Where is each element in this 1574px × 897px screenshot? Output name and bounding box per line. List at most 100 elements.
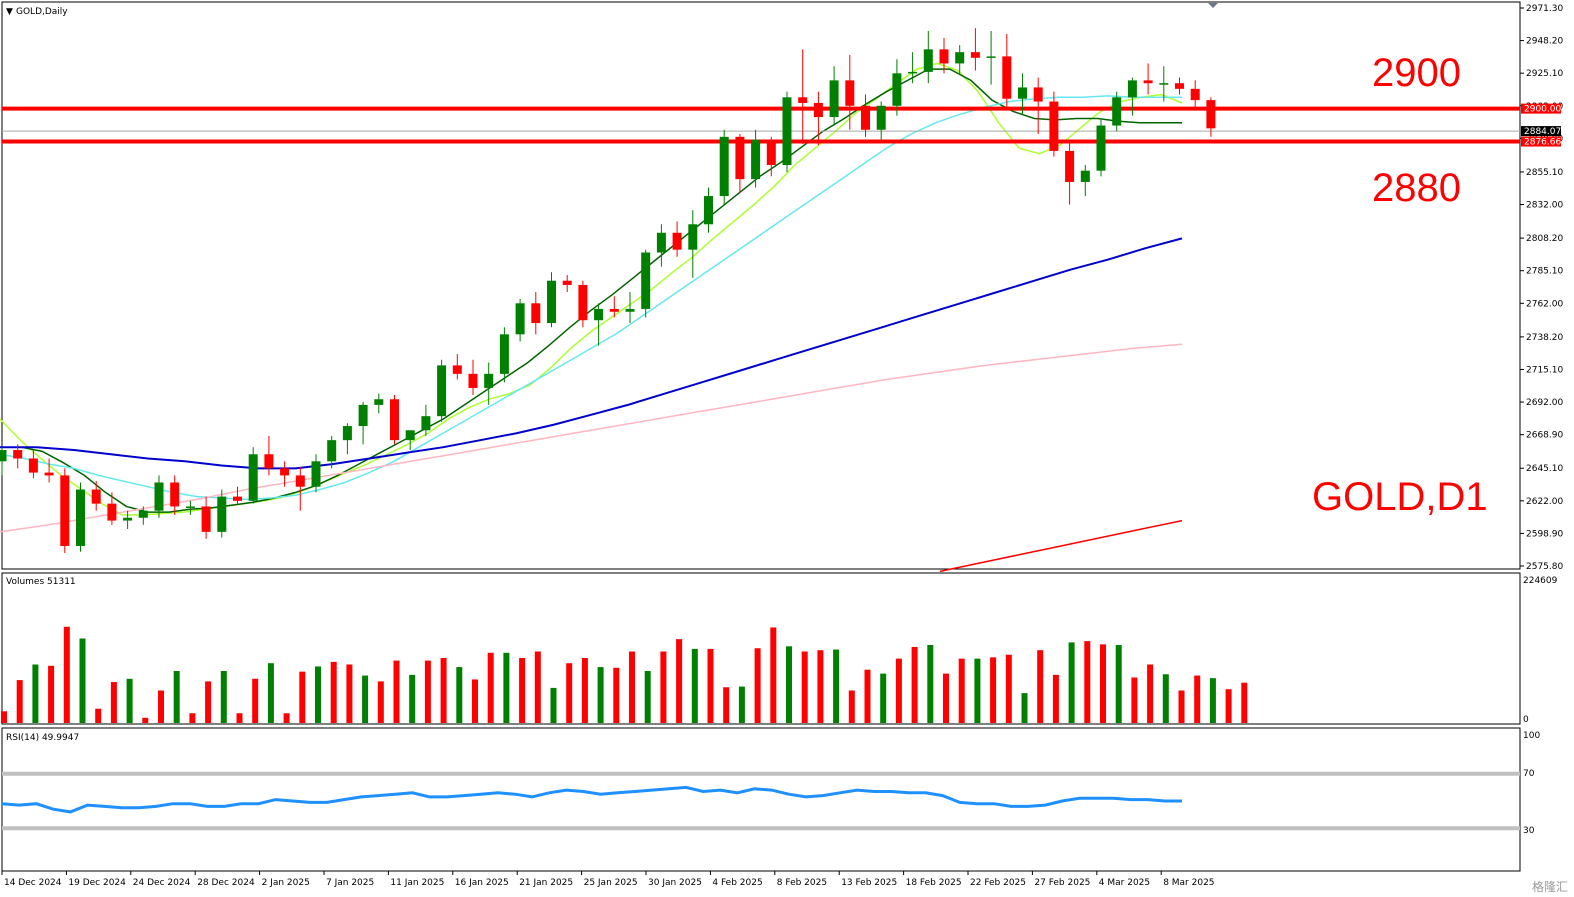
chart-shift-marker-icon[interactable]	[1208, 3, 1218, 8]
volume-bar	[424, 660, 431, 723]
time-axis-label: 21 Jan 2025	[519, 878, 573, 888]
volume-bar	[1241, 682, 1248, 723]
time-axis-label: 25 Jan 2025	[584, 878, 638, 888]
candle-body	[939, 49, 949, 64]
candle-body	[468, 373, 478, 388]
candle-body	[609, 308, 619, 312]
candle-body	[342, 426, 352, 441]
candle-body	[641, 252, 651, 309]
volume-bar	[1100, 644, 1106, 723]
volume-bar	[1209, 678, 1216, 723]
candle-body	[782, 97, 792, 166]
volume-bar	[95, 708, 102, 723]
volume-bar	[362, 675, 369, 723]
rsi-title: RSI(14) 49.9947	[6, 733, 79, 743]
volume-bar	[597, 667, 604, 723]
candle-body	[28, 458, 38, 473]
candle-body	[861, 105, 870, 130]
volume-bar	[566, 663, 573, 723]
time-axis-label: 18 Feb 2025	[906, 878, 962, 888]
volume-bar	[110, 682, 117, 723]
candle-body	[1206, 100, 1216, 129]
candle-body	[138, 510, 148, 518]
candle-body	[264, 454, 274, 469]
time-axis-label: 22 Feb 2025	[970, 878, 1026, 888]
level-annotation-lower: 2880	[1372, 166, 1461, 210]
price-tag	[1521, 126, 1561, 137]
volume-bar	[660, 651, 667, 723]
candle-body	[986, 56, 996, 58]
volume-bar	[974, 658, 981, 723]
volume-bar	[534, 651, 541, 723]
candle-body	[76, 489, 85, 546]
candle-body	[1159, 83, 1169, 85]
volume-bar	[817, 650, 824, 723]
time-axis-label: 8 Mar 2025	[1163, 878, 1214, 888]
candle-body	[845, 80, 855, 106]
volume-bar	[503, 652, 510, 723]
moving-average-line	[0, 343, 1183, 533]
volume-bar	[691, 648, 698, 723]
candle-body	[452, 365, 462, 374]
price-axis-label: 2598.90	[1526, 529, 1563, 539]
volume-bar	[1021, 693, 1028, 723]
volume-bar	[911, 646, 918, 723]
candle-body	[704, 196, 713, 225]
time-axis-label: 24 Dec 2024	[133, 878, 191, 888]
volume-bar	[1178, 690, 1185, 723]
time-axis-label: 27 Feb 2025	[1034, 878, 1090, 888]
volumes-panel[interactable]	[1, 572, 1521, 725]
candle-body	[1127, 80, 1137, 98]
rsi-level-high: 70	[1523, 769, 1535, 779]
volume-bar	[1068, 642, 1075, 723]
time-axis-label: 30 Jan 2025	[648, 878, 702, 888]
time-axis-label: 2 Jan 2025	[262, 878, 310, 888]
price-axis-label: 2832.00	[1526, 201, 1563, 211]
volume-bar	[393, 660, 400, 723]
volume-bar	[848, 690, 855, 723]
time-axis-label: 14 Dec 2024	[4, 878, 62, 888]
volume-bar	[63, 626, 70, 723]
moving-average-line	[0, 68, 1182, 513]
candle-body	[233, 496, 242, 501]
rsi-panel[interactable]	[1, 727, 1521, 872]
price-panel[interactable]	[1, 1, 1521, 570]
candle-body	[970, 52, 980, 58]
candle-body	[123, 517, 133, 521]
price-axis-label: 2855.10	[1526, 168, 1563, 178]
volume-bar	[833, 649, 840, 723]
time-axis-label: 19 Dec 2024	[68, 878, 126, 888]
volume-bar	[786, 646, 792, 723]
candle-body	[1065, 150, 1075, 182]
candle-body	[751, 139, 761, 180]
volume-bar	[1147, 664, 1154, 723]
volume-bar	[220, 670, 227, 723]
volume-bar	[1005, 654, 1012, 723]
candle-body	[798, 97, 808, 103]
candle-body	[107, 503, 117, 521]
candle-body	[562, 280, 572, 285]
candle-body	[578, 284, 588, 321]
price-axis-label: 2948.20	[1526, 37, 1563, 47]
price-axis-label: 2762.00	[1526, 299, 1563, 309]
volume-bar	[377, 681, 384, 723]
price-axis-label: 2715.10	[1526, 365, 1563, 375]
dropdown-arrow-icon[interactable]: ▼	[6, 7, 13, 17]
instrument-annotation: GOLD,D1	[1312, 475, 1488, 519]
price-axis-label: 2622.00	[1526, 497, 1563, 507]
volume-bar	[48, 665, 55, 723]
candle-body	[1018, 87, 1027, 99]
price-tag-label: 2900.00	[1524, 105, 1561, 115]
volume-bar	[895, 658, 902, 723]
volume-bar	[864, 669, 871, 723]
candle-body	[955, 52, 965, 64]
candle-body	[1080, 170, 1090, 182]
candle-body	[813, 102, 823, 118]
candle-body	[60, 475, 70, 546]
volume-bar	[1225, 689, 1232, 723]
candle-body	[515, 303, 525, 335]
volume-bar	[472, 679, 478, 723]
volume-bar	[880, 673, 887, 723]
volume-bar	[16, 680, 23, 723]
